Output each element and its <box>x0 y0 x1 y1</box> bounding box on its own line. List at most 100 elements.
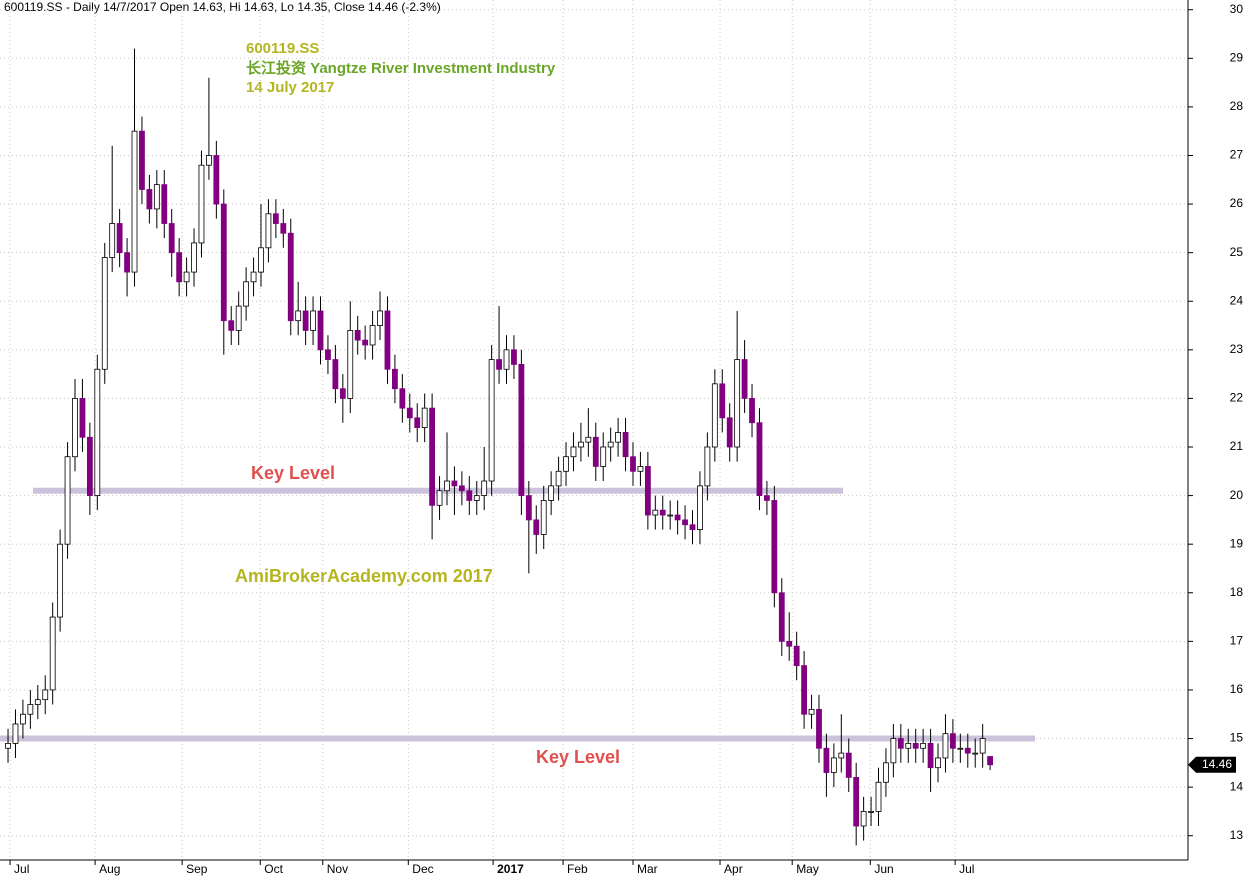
candle-body <box>585 436 592 443</box>
y-tick-label: 28 <box>1230 99 1244 113</box>
candle-body <box>957 747 964 750</box>
candle-body <box>392 368 398 390</box>
candle-body <box>191 242 197 273</box>
candle-body <box>518 364 525 496</box>
candle-body <box>972 752 979 755</box>
candle-body <box>637 466 644 472</box>
candle-body <box>749 398 755 424</box>
candle-body <box>734 359 741 448</box>
candle-body <box>540 500 547 535</box>
candle-body <box>12 723 19 744</box>
candle-body <box>525 495 532 521</box>
candle-body <box>354 329 361 341</box>
x-tick-label: May <box>796 862 819 876</box>
candle-body <box>793 645 800 667</box>
candle-body <box>600 446 607 467</box>
candle-body <box>265 213 272 249</box>
candle-body <box>726 417 733 448</box>
candle-body <box>362 339 369 346</box>
candle-body <box>801 665 808 715</box>
candle-body <box>206 155 212 166</box>
candle-body <box>816 708 822 749</box>
candle-body <box>243 281 250 307</box>
candle-body <box>533 519 540 535</box>
candle-body <box>399 388 406 409</box>
candle-body <box>429 407 436 506</box>
candle-body <box>622 432 629 458</box>
candle-body <box>890 738 897 764</box>
candle-body <box>711 383 718 448</box>
y-tick-label: 19 <box>1230 536 1244 550</box>
x-tick-label: Sep <box>186 862 208 876</box>
candle-body <box>570 446 577 458</box>
x-tick-label: Jul <box>14 862 29 876</box>
candle-body <box>458 485 465 492</box>
y-tick-label: 20 <box>1230 488 1244 502</box>
candle-body <box>674 514 681 521</box>
y-tick-label: 21 <box>1230 439 1244 453</box>
candle-body <box>317 310 324 351</box>
y-tick-label: 24 <box>1230 293 1244 307</box>
x-tick-label: Jun <box>874 862 893 876</box>
candle-body <box>27 704 34 715</box>
x-tick-label: Aug <box>99 862 120 876</box>
candle-body <box>49 616 56 691</box>
candle-body <box>771 500 778 594</box>
candle-body <box>116 223 123 254</box>
candle-body <box>235 305 242 331</box>
candle-body <box>987 756 993 766</box>
candle-body <box>883 762 889 783</box>
candle-body <box>86 436 93 496</box>
candle-body <box>198 164 205 244</box>
candle-body <box>220 203 227 322</box>
x-tick-label: Nov <box>327 862 348 876</box>
key-level-label: Key Level <box>536 747 620 767</box>
candle-body <box>176 252 183 283</box>
candle-body <box>161 184 168 224</box>
y-tick-label: 23 <box>1230 342 1244 356</box>
candle-body <box>42 689 49 701</box>
y-tick-label: 14 <box>1230 779 1244 793</box>
candle-body <box>20 713 26 725</box>
candle-body <box>436 490 443 506</box>
candle-body <box>979 738 986 754</box>
candle-body <box>682 519 688 526</box>
x-tick-label: Dec <box>412 862 433 876</box>
candle-body <box>652 509 659 516</box>
candle-body <box>868 811 874 813</box>
x-tick-label: Apr <box>724 862 743 876</box>
y-tick-label: 29 <box>1230 50 1244 64</box>
candle-body <box>927 742 934 769</box>
candle-body <box>630 456 636 472</box>
candle-body <box>280 223 287 234</box>
y-tick-label: 18 <box>1230 585 1244 599</box>
candle-body <box>920 742 927 749</box>
candle-body <box>5 742 11 749</box>
candle-body <box>555 470 562 487</box>
candle-body <box>302 310 309 331</box>
y-tick-label: 30 <box>1230 2 1244 16</box>
x-tick-label: Jul <box>959 862 974 876</box>
candle-body <box>786 640 793 647</box>
candle-body <box>250 271 257 283</box>
y-tick-label: 17 <box>1230 634 1244 648</box>
candle-body <box>964 747 971 754</box>
candle-body <box>935 757 941 769</box>
candle-body <box>332 359 339 390</box>
date-label: 14 July 2017 <box>246 79 334 96</box>
candle-body <box>838 752 845 759</box>
candle-body <box>109 223 116 258</box>
candle-body <box>473 495 480 501</box>
candle-body <box>912 742 919 749</box>
y-tick-label: 13 <box>1230 828 1244 842</box>
candle-body <box>258 247 264 273</box>
candle-body <box>295 310 302 322</box>
candle-body <box>823 747 830 773</box>
candle-body <box>578 441 584 448</box>
candle-body <box>563 456 569 472</box>
candle-body <box>488 359 495 482</box>
candle-body <box>131 130 138 273</box>
candle-body <box>503 349 510 370</box>
candle-body <box>496 359 502 370</box>
